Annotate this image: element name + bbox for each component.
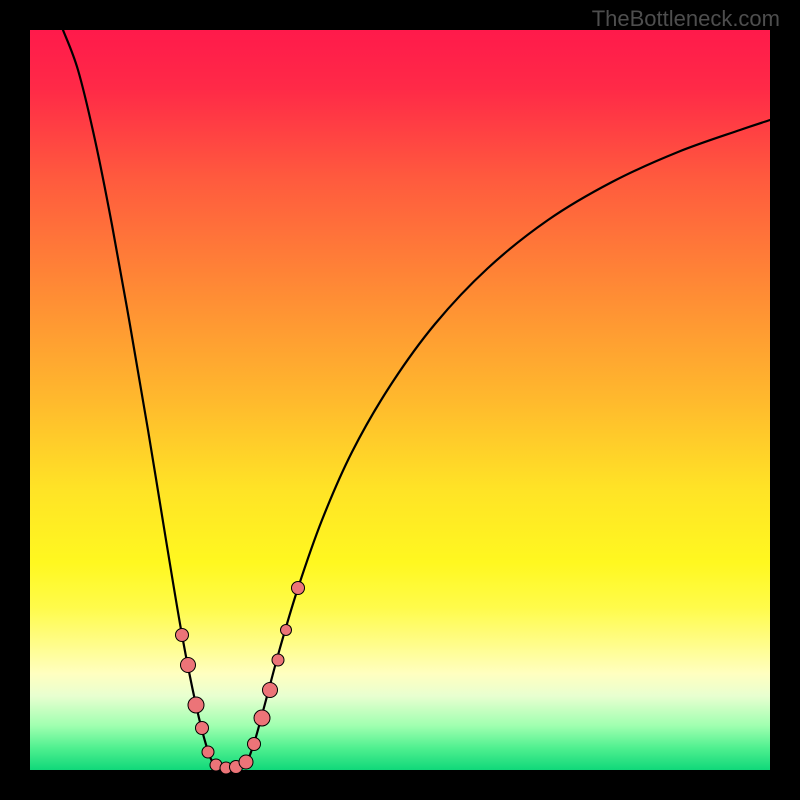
data-marker bbox=[181, 658, 196, 673]
data-marker bbox=[176, 629, 189, 642]
data-marker bbox=[263, 683, 278, 698]
data-marker bbox=[272, 654, 284, 666]
chart-root: TheBottleneck.com bbox=[0, 0, 800, 800]
data-marker bbox=[188, 697, 204, 713]
data-marker bbox=[281, 625, 292, 636]
data-marker bbox=[292, 582, 305, 595]
data-marker bbox=[239, 755, 253, 769]
plot-area bbox=[30, 30, 770, 770]
data-marker bbox=[202, 746, 214, 758]
chart-svg bbox=[0, 0, 800, 800]
data-marker bbox=[196, 722, 209, 735]
data-marker bbox=[248, 738, 261, 751]
data-marker bbox=[254, 710, 270, 726]
watermark-text: TheBottleneck.com bbox=[592, 6, 780, 32]
